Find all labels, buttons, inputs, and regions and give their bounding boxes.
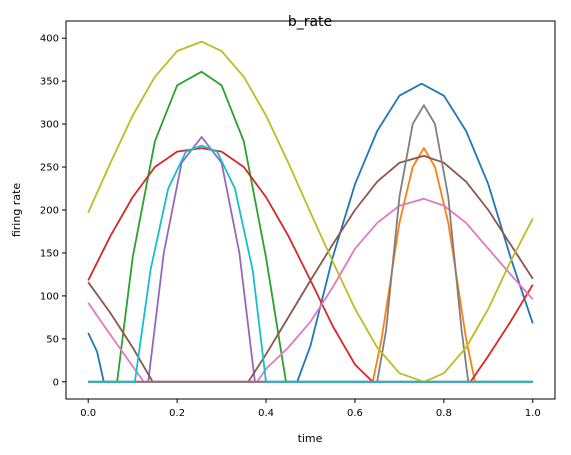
x-tick-label: 0.4 [258,408,274,419]
y-tick-label: 200 [40,206,59,217]
series-line-8 [87,40,534,383]
x-tick-label: 0.2 [169,408,185,419]
y-tick-label: 350 [40,77,59,88]
series-line-1 [88,147,533,383]
y-tick-label: 250 [40,163,59,174]
y-tick-label: 400 [40,34,59,45]
chart-title: b_rate [288,14,332,30]
x-axis: 0.0 0.2 0.4 0.6 0.8 1.0 [80,399,541,419]
series-line-7 [88,104,533,383]
y-axis-label: firing rate [10,183,23,238]
y-tick-label: 0 [53,377,59,388]
y-tick-label: 50 [46,334,59,345]
series-line-4 [88,136,533,383]
x-axis-label: time [298,432,323,445]
series-line-9 [88,144,533,383]
y-axis: 0 50 100 150 200 250 300 350 400 [40,34,66,388]
series-line-6 [87,197,534,383]
x-tick-label: 0.0 [80,408,96,419]
y-tick-label: 100 [40,291,59,302]
y-tick-label: 150 [40,248,59,259]
x-tick-label: 0.6 [347,408,363,419]
x-tick-label: 1.0 [525,408,541,419]
series-layer [87,40,534,383]
series-line-2 [88,70,533,383]
x-tick-label: 0.8 [436,408,452,419]
y-tick-label: 300 [40,120,59,131]
